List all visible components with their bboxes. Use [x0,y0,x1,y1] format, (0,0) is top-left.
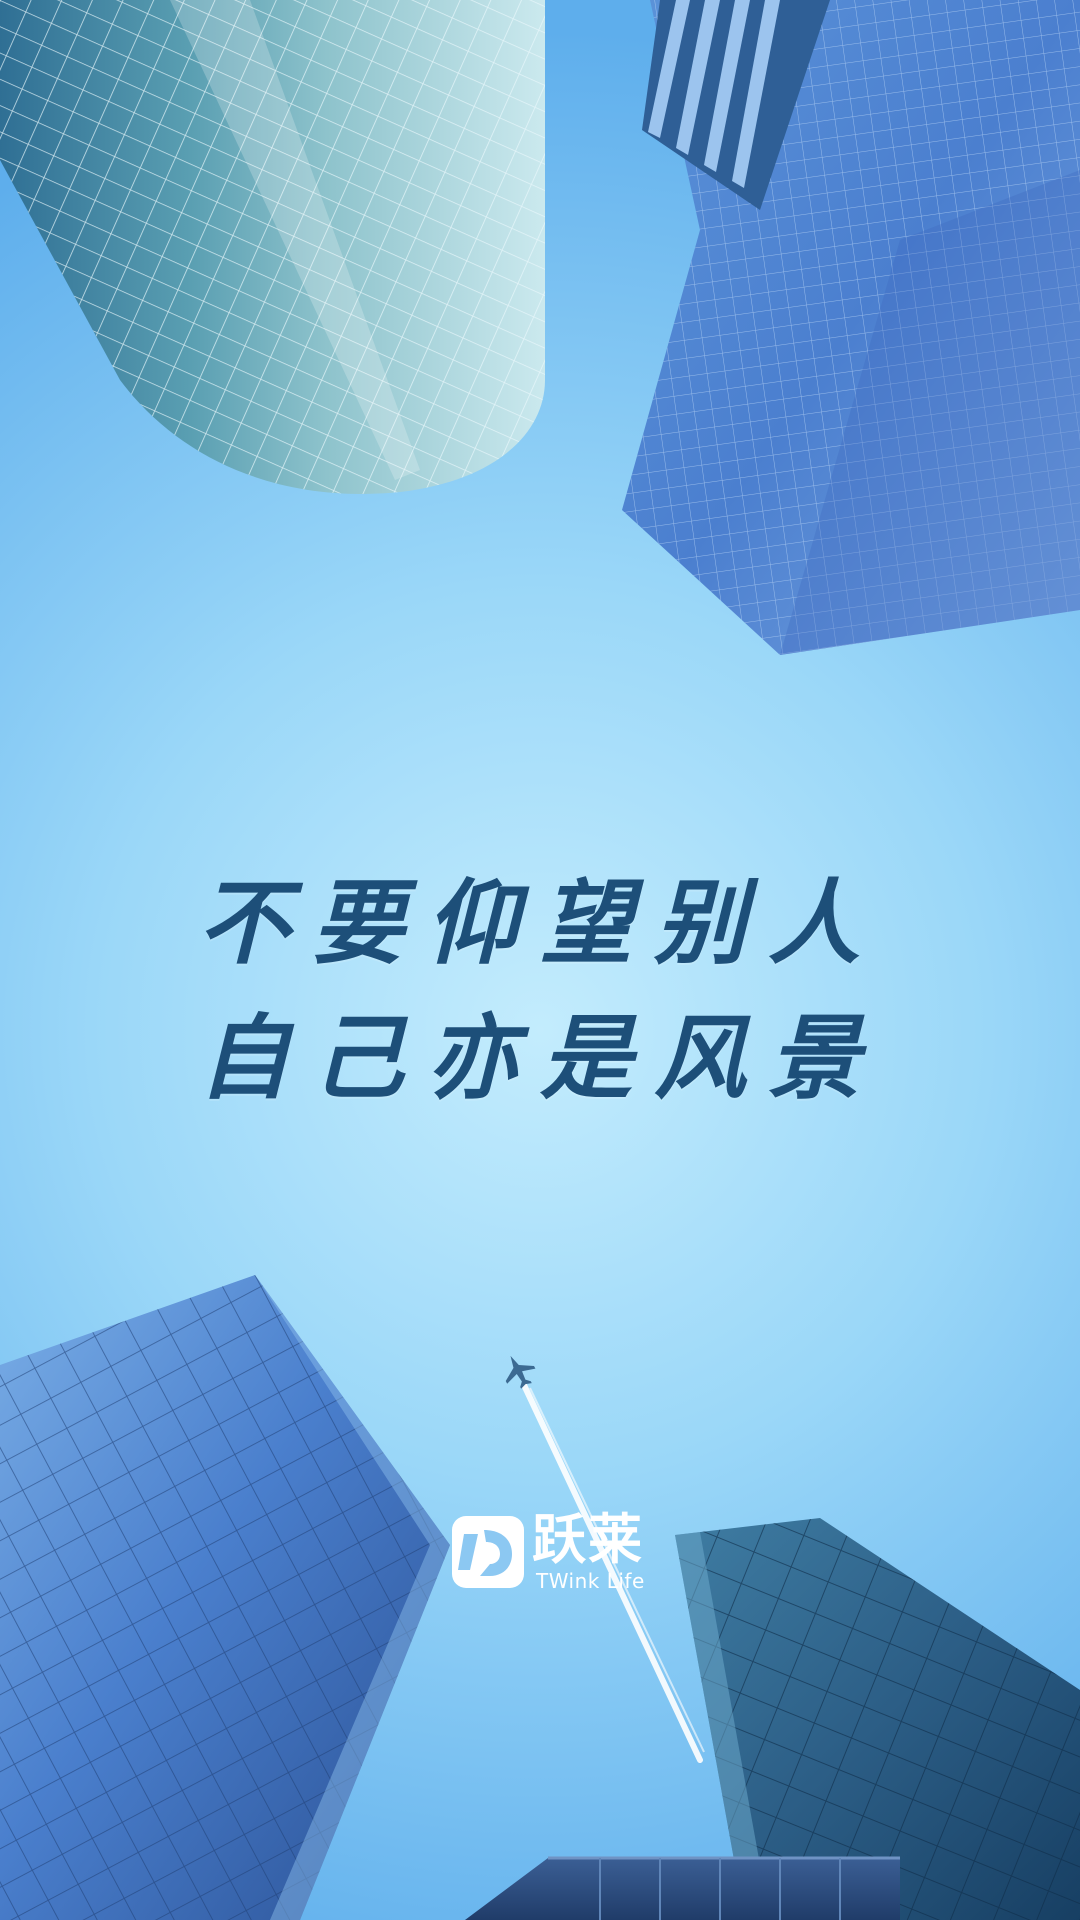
tower-bottom-center [465,1856,900,1920]
airplane-icon [505,1355,705,1763]
twink-life-logo-icon [452,1516,524,1588]
tower-top-right [622,0,1080,655]
slogan-line-1: 不要仰望别人 [197,869,882,977]
tower-top-left [0,0,545,494]
tower-bottom-left [0,1275,450,1920]
brand-logo: 跃莱 TWink Life [450,1510,665,1592]
brand-name: 跃莱 [532,1508,644,1571]
tower-bottom-right [675,1518,1080,1920]
brand-subtitle: TWink Life [536,1569,645,1593]
slogan-line-2: 自己亦是风景 [197,1004,882,1112]
